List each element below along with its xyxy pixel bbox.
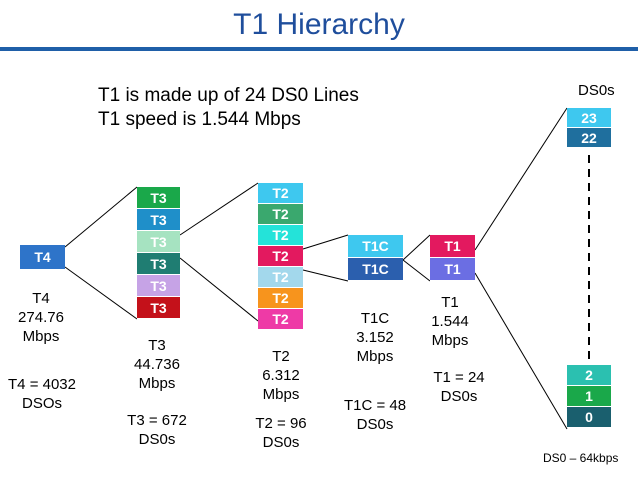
t1-count-unit: DS0s — [440, 388, 478, 405]
t1c-count-value: T1C = 48 — [343, 397, 407, 414]
t2-stack: T2 T2 T2 T2 T2 T2 T2 — [258, 183, 303, 330]
connector-t4-t3-bottom — [64, 266, 138, 320]
t2-box: T2 — [258, 225, 303, 246]
t2-box: T2 — [258, 288, 303, 309]
ds0-box: 22 — [567, 128, 611, 148]
t1c-speed-unit: Mbps — [356, 348, 394, 365]
t1c-count-unit: DS0s — [356, 416, 394, 433]
t1c-box: T1C — [348, 258, 403, 281]
ds0-header: DS0s — [578, 82, 615, 99]
t3-speed-unit: Mbps — [138, 375, 176, 392]
t2-count-unit: DS0s — [262, 434, 300, 451]
connector-t3-t2-top — [179, 182, 259, 236]
t1-stack: T1 T1 — [430, 235, 475, 281]
connector-t4-t3-top — [64, 186, 138, 248]
connector-t1-ds0-top — [474, 107, 568, 251]
t2-box: T2 — [258, 204, 303, 225]
t3-label: T3 44.736 Mbps — [124, 336, 190, 393]
t4-name: T4 — [32, 290, 50, 307]
title-divider — [0, 47, 638, 51]
t1c-speed: 3.152 — [356, 329, 394, 346]
ds0-box: 1 — [567, 386, 611, 407]
t3-name: T3 — [148, 337, 166, 354]
t3-box: T3 — [137, 231, 180, 253]
t1-count: T1 = 24 DS0s — [420, 368, 498, 406]
page-title: T1 Hierarchy — [233, 8, 405, 41]
t1c-label: T1C 3.152 Mbps — [344, 309, 406, 366]
connector-t1-ds0-bottom — [474, 272, 568, 430]
t2-count-value: T2 = 96 — [255, 415, 307, 432]
t1-speed-unit: Mbps — [431, 332, 469, 349]
connector-t1c-t1-top — [402, 234, 431, 261]
t1c-stack: T1C T1C — [348, 235, 403, 281]
connector-t1c-t1-bottom — [402, 259, 431, 282]
t1-box: T1 — [430, 235, 475, 258]
t3-box: T3 — [137, 275, 180, 297]
t4-speed-unit: Mbps — [22, 328, 60, 345]
t3-box: T3 — [137, 253, 180, 275]
t4-speed: 274.76 — [18, 309, 64, 326]
connector-t2-t1c-top — [302, 234, 349, 250]
t1-label: T1 1.544 Mbps — [420, 293, 480, 350]
t3-box: T3 — [137, 297, 180, 319]
t4-count-value: T4 = 4032 — [8, 376, 76, 393]
t1c-count: T1C = 48 DS0s — [330, 396, 420, 434]
t4-count: T4 = 4032 DSOs — [0, 375, 84, 413]
t4-box: T4 — [20, 245, 65, 269]
t3-stack: T3 T3 T3 T3 T3 T3 — [137, 187, 180, 319]
ds0-footnote: DS0 – 64kbps — [543, 451, 619, 465]
t2-speed-unit: Mbps — [262, 386, 300, 403]
t2-speed: 6.312 — [262, 367, 300, 384]
t2-box: T2 — [258, 246, 303, 267]
info-text: T1 is made up of 24 DS0 Lines T1 speed i… — [98, 84, 359, 132]
ds0-box: 2 — [567, 365, 611, 386]
t3-count: T3 = 672 DS0s — [112, 411, 202, 449]
t1c-name: T1C — [360, 310, 390, 327]
t2-label: T2 6.312 Mbps — [250, 347, 312, 404]
t3-speed: 44.736 — [134, 356, 180, 373]
connector-t3-t2-bottom — [179, 257, 259, 322]
connector-t2-t1c-bottom — [302, 269, 349, 282]
t2-box: T2 — [258, 183, 303, 204]
t3-box: T3 — [137, 187, 180, 209]
t2-count: T2 = 96 DS0s — [236, 414, 326, 452]
ds0-top-stack: 23 22 — [567, 108, 611, 148]
t2-name: T2 — [272, 348, 290, 365]
t2-box: T2 — [258, 267, 303, 288]
t1c-box: T1C — [348, 235, 403, 258]
ds0-box: 23 — [567, 108, 611, 128]
t3-count-value: T3 = 672 — [127, 412, 187, 429]
info-line-1: T1 is made up of 24 DS0 Lines — [98, 85, 359, 106]
t2-box: T2 — [258, 309, 303, 330]
info-line-2: T1 speed is 1.544 Mbps — [98, 109, 301, 130]
t1-speed: 1.544 — [431, 313, 469, 330]
ds0-box: 0 — [567, 407, 611, 428]
t1-count-value: T1 = 24 — [433, 369, 485, 386]
t4-label: T4 274.76 Mbps — [12, 289, 70, 346]
t1-name: T1 — [441, 294, 459, 311]
t3-box: T3 — [137, 209, 180, 231]
t1-box: T1 — [430, 258, 475, 281]
t3-count-unit: DS0s — [138, 431, 176, 448]
ds0-bottom-stack: 2 1 0 — [567, 365, 611, 428]
t4-count-unit: DSOs — [21, 395, 62, 412]
